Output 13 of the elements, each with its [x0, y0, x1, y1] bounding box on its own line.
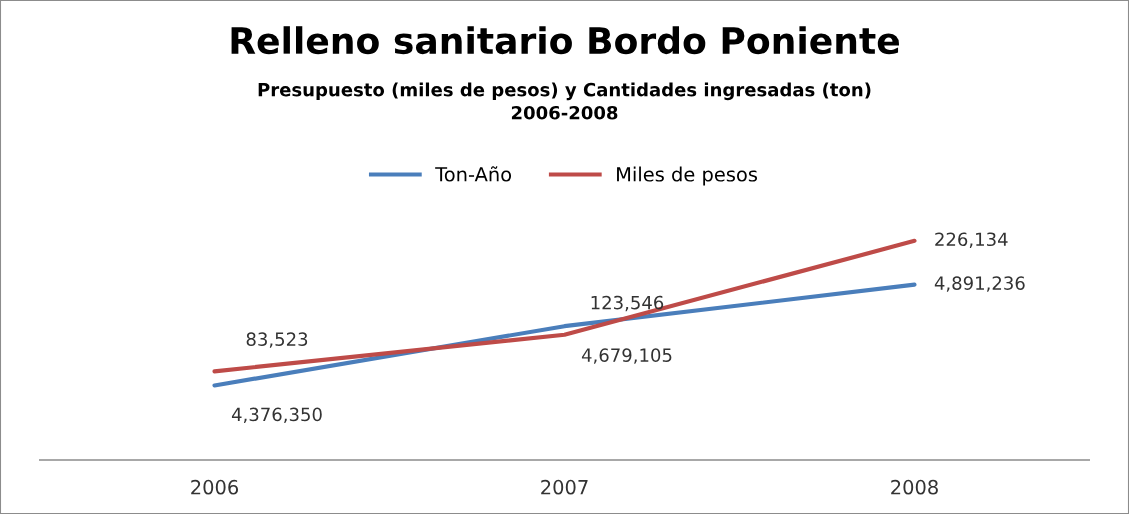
legend-label: Ton-Año — [435, 166, 512, 182]
data-label: 123,546 — [591, 295, 664, 312]
chart-subtitle: Presupuesto (miles de pesos) y Cantidades ingresadas (ton) 2006-2008 — [258, 82, 871, 120]
x-tick-label: 2007 — [541, 479, 588, 495]
data-label: 4,679,105 — [581, 348, 672, 364]
data-label: 4,376,350 — [231, 407, 322, 424]
data-label: 83,523 — [246, 332, 308, 348]
x-tick-label: 2008 — [891, 479, 938, 495]
data-label: 226,134 — [935, 232, 1008, 248]
chart-title: Relleno sanitario Bordo Poniente — [231, 26, 899, 55]
x-tick-label: 2006 — [191, 479, 239, 495]
data-label: 4,891,236 — [934, 276, 1025, 292]
legend-label: Miles de pesos — [617, 166, 758, 186]
